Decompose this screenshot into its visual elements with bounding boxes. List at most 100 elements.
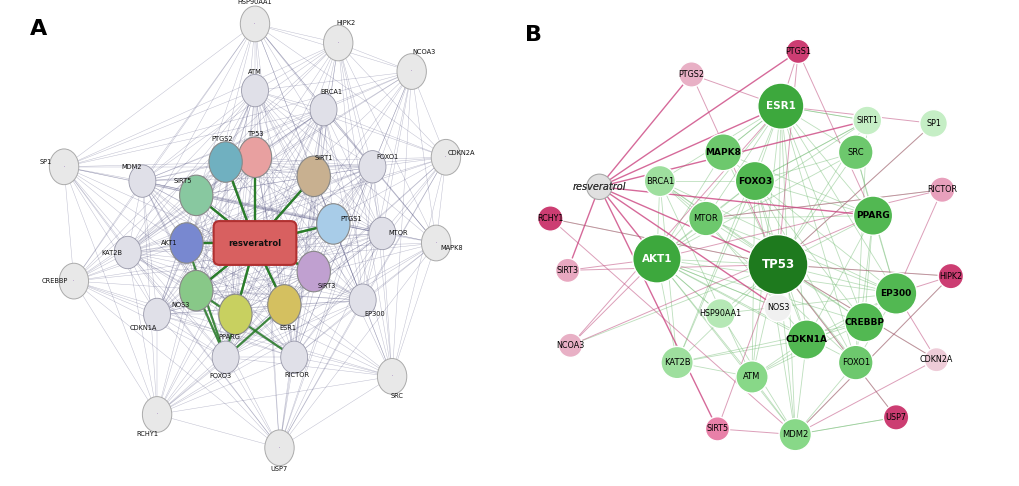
Text: RICTOR: RICTOR (926, 185, 956, 194)
Text: ATM: ATM (743, 372, 760, 382)
Ellipse shape (218, 294, 252, 335)
Text: SRC: SRC (390, 393, 404, 399)
Text: ·: · (410, 67, 413, 76)
Ellipse shape (377, 359, 407, 394)
Ellipse shape (323, 25, 353, 61)
Text: BRCA1: BRCA1 (645, 176, 674, 186)
Text: FOXO1: FOXO1 (376, 154, 397, 160)
Text: AKT1: AKT1 (641, 254, 672, 264)
Ellipse shape (49, 149, 78, 185)
Text: SIRT3: SIRT3 (556, 266, 578, 275)
Ellipse shape (238, 137, 271, 177)
Text: FOXO1: FOXO1 (841, 358, 869, 367)
Text: RCHY1: RCHY1 (537, 214, 562, 223)
Circle shape (688, 201, 722, 236)
Circle shape (928, 177, 954, 202)
Circle shape (852, 106, 880, 135)
Text: SP1: SP1 (925, 119, 941, 128)
Text: resveratrol: resveratrol (228, 239, 281, 247)
Text: SIRT1: SIRT1 (314, 155, 332, 161)
Circle shape (632, 235, 681, 283)
Circle shape (660, 347, 693, 379)
Circle shape (844, 303, 883, 342)
Text: A: A (30, 19, 47, 39)
Text: USP7: USP7 (884, 413, 906, 422)
Text: SIRT5: SIRT5 (706, 424, 728, 434)
Text: NCOA3: NCOA3 (555, 341, 584, 350)
Text: ESR1: ESR1 (765, 101, 795, 111)
Text: NOS3: NOS3 (766, 303, 789, 312)
Text: KAT2B: KAT2B (663, 358, 690, 367)
Ellipse shape (280, 341, 308, 374)
Text: SIRT1: SIRT1 (855, 116, 877, 125)
Ellipse shape (59, 263, 89, 299)
Circle shape (537, 206, 562, 231)
Text: AKT1: AKT1 (160, 240, 177, 246)
Circle shape (735, 161, 773, 201)
Ellipse shape (240, 6, 269, 42)
Text: MAPK8: MAPK8 (704, 148, 741, 157)
Circle shape (705, 298, 735, 329)
Circle shape (838, 135, 872, 170)
Ellipse shape (144, 298, 170, 330)
Text: SIRT3: SIRT3 (317, 283, 335, 289)
Circle shape (874, 273, 916, 314)
Text: CDKN1A: CDKN1A (129, 325, 157, 331)
Ellipse shape (179, 175, 213, 216)
Circle shape (937, 263, 963, 289)
Ellipse shape (267, 285, 301, 325)
Text: MAPK8: MAPK8 (440, 245, 463, 251)
Text: NOS3: NOS3 (171, 302, 190, 308)
Text: EP300: EP300 (364, 312, 385, 317)
Text: ·: · (434, 238, 437, 248)
Text: CDKN2A: CDKN2A (447, 150, 475, 156)
Text: CDKN2A: CDKN2A (919, 355, 952, 364)
Text: FOXO3: FOXO3 (210, 373, 231, 380)
Text: ·: · (390, 371, 393, 382)
Text: resveratrol: resveratrol (572, 182, 626, 192)
Ellipse shape (114, 236, 141, 269)
Ellipse shape (297, 251, 330, 292)
Text: USP7: USP7 (270, 466, 286, 472)
Text: HSP90AA1: HSP90AA1 (237, 0, 272, 5)
Text: PTGS2: PTGS2 (678, 70, 704, 79)
Text: HSP90AA1: HSP90AA1 (699, 309, 741, 318)
Circle shape (919, 110, 947, 137)
Ellipse shape (169, 223, 203, 263)
Ellipse shape (128, 165, 156, 197)
Circle shape (838, 345, 872, 380)
Text: PPARG: PPARG (855, 211, 889, 220)
Text: ·: · (444, 152, 447, 162)
Text: ·: · (62, 162, 65, 172)
Circle shape (747, 235, 807, 295)
FancyBboxPatch shape (213, 221, 297, 265)
Text: CREBBP: CREBBP (844, 318, 883, 327)
Circle shape (763, 294, 791, 322)
Circle shape (882, 405, 908, 430)
Circle shape (779, 418, 810, 451)
Text: ATM: ATM (248, 69, 262, 74)
Text: TP53: TP53 (760, 258, 794, 271)
Text: ·: · (336, 38, 339, 48)
Ellipse shape (297, 156, 330, 196)
Text: FOXO3: FOXO3 (737, 176, 771, 186)
Circle shape (853, 196, 892, 235)
Circle shape (735, 361, 767, 393)
Circle shape (705, 417, 729, 441)
Ellipse shape (310, 93, 336, 126)
Text: HIPK2: HIPK2 (335, 20, 355, 26)
Ellipse shape (212, 341, 238, 374)
Text: TP53: TP53 (248, 131, 264, 138)
Ellipse shape (421, 225, 450, 261)
Text: PPARG: PPARG (218, 334, 240, 340)
Text: PTGS2: PTGS2 (211, 136, 232, 142)
Circle shape (557, 333, 582, 357)
Text: ·: · (72, 276, 75, 286)
Text: CDKN1A: CDKN1A (785, 335, 827, 344)
Circle shape (586, 174, 611, 199)
Ellipse shape (242, 74, 268, 107)
Ellipse shape (143, 397, 171, 433)
Text: ·: · (278, 443, 280, 453)
Ellipse shape (265, 430, 293, 466)
Text: MDM2: MDM2 (782, 430, 808, 439)
